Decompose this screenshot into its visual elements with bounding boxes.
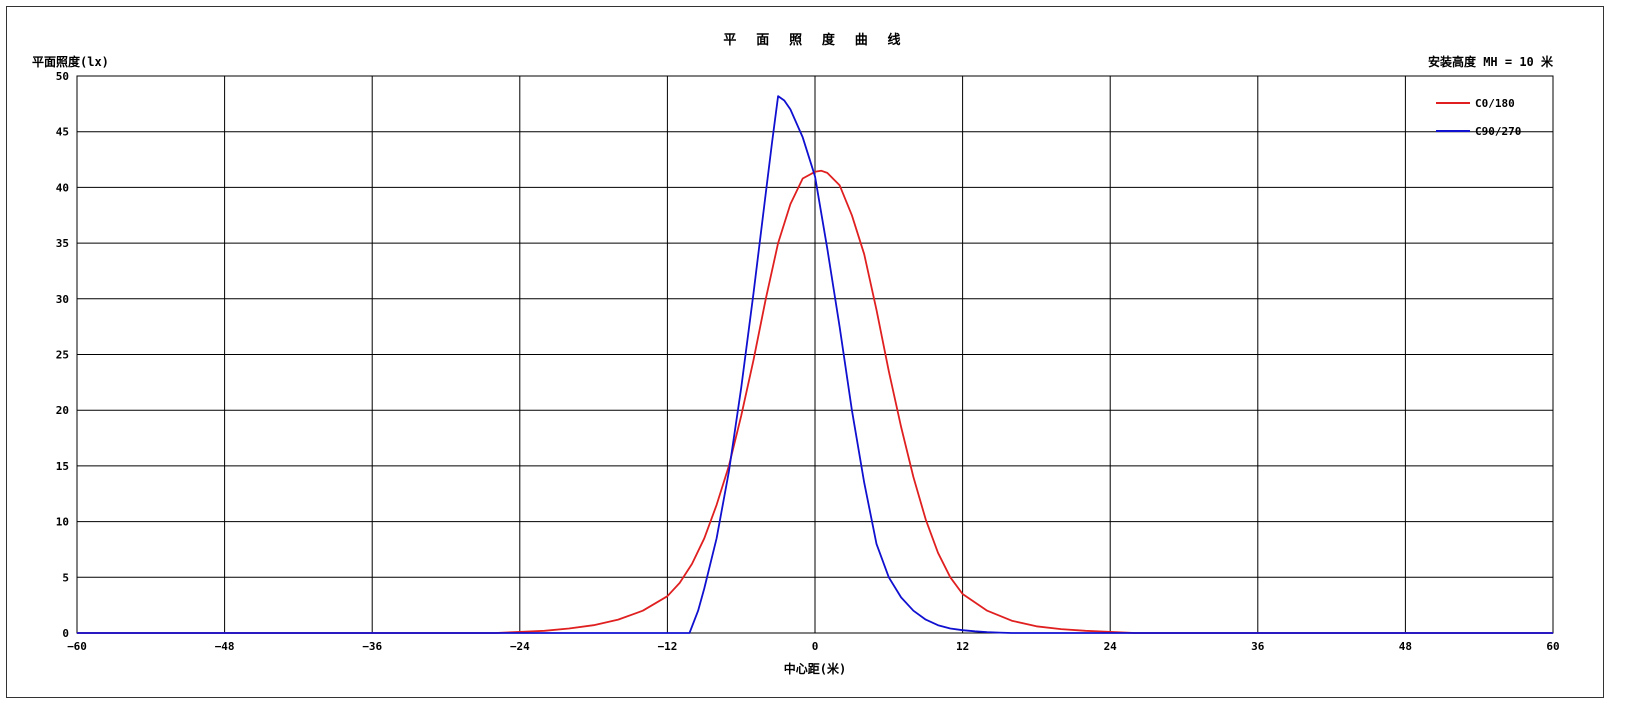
y-tick-label: 15 bbox=[56, 460, 69, 473]
x-tick-label: 12 bbox=[956, 640, 969, 653]
x-tick-label: 36 bbox=[1251, 640, 1265, 653]
y-tick-label: 45 bbox=[56, 126, 69, 139]
x-tick-label: 60 bbox=[1546, 640, 1559, 653]
y-tick-label: 20 bbox=[56, 404, 69, 417]
legend-label: C0/180 bbox=[1475, 97, 1515, 110]
y-tick-label: 40 bbox=[56, 181, 69, 194]
mounting-height-annotation: 安装高度 MH = 10 米 bbox=[1428, 54, 1554, 69]
x-tick-label: −12 bbox=[657, 640, 677, 653]
tick-labels: −60 −48 −36 −24 −12 0 12 24 36 48 60 0 5 10 15 20 25 30 35… bbox=[56, 70, 1560, 653]
series-lines bbox=[77, 95, 1553, 634]
chart-title: 平 面 照 度 曲 线 bbox=[723, 32, 906, 48]
y-tick-label: 30 bbox=[56, 293, 69, 306]
y-tick-label: 10 bbox=[56, 516, 69, 529]
x-tick-label: −48 bbox=[215, 640, 235, 653]
y-tick-label: 35 bbox=[56, 237, 69, 250]
series-line-C0-180 bbox=[77, 169, 1553, 634]
x-tick-label: −36 bbox=[362, 640, 382, 653]
chart-frame bbox=[6, 6, 1604, 698]
y-tick-label: 0 bbox=[62, 627, 69, 640]
x-axis-label: 中心距(米) bbox=[784, 661, 846, 676]
x-tick-label: 0 bbox=[812, 640, 819, 653]
grid bbox=[76, 75, 1554, 634]
y-tick-label: 50 bbox=[56, 70, 69, 83]
x-tick-label: −24 bbox=[510, 640, 530, 653]
y-axis-label: 平面照度(lx) bbox=[32, 54, 109, 69]
x-tick-label: 24 bbox=[1104, 640, 1118, 653]
y-tick-label: 5 bbox=[62, 571, 69, 584]
y-tick-label: 25 bbox=[56, 349, 69, 362]
legend: C0/180 C90/270 bbox=[1436, 97, 1521, 138]
x-tick-label: 48 bbox=[1399, 640, 1412, 653]
series-line-C90-270 bbox=[77, 95, 1553, 634]
x-tick-label: −60 bbox=[67, 640, 87, 653]
legend-label: C90/270 bbox=[1475, 125, 1521, 138]
